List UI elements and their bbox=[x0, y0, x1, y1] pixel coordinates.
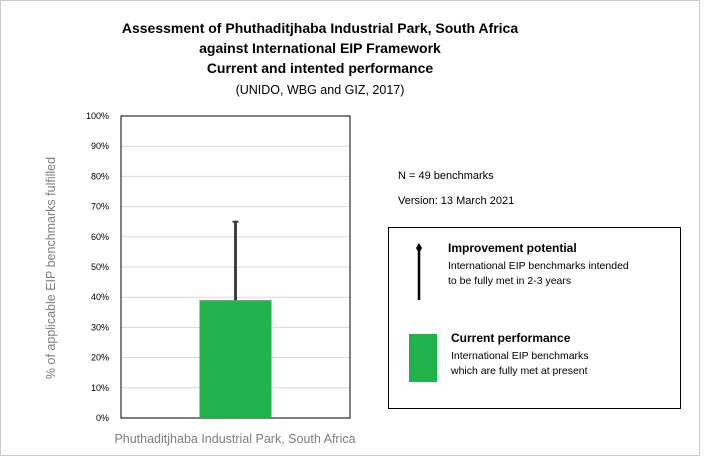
y-tick-label: 80% bbox=[91, 171, 109, 181]
legend-improvement-title: Improvement potential bbox=[448, 241, 577, 255]
legend-current-title: Current performance bbox=[451, 331, 571, 345]
y-axis-ticks: 0% 10% 20% 30% 40% 50% 60% 70% 80% 90% 100% bbox=[86, 111, 109, 423]
y-tick-label: 0% bbox=[96, 413, 109, 423]
chart-title-line-1: Assessment of Phuthaditjhaba Industrial … bbox=[121, 20, 519, 36]
legend-improvement-desc-2: to be fully met in 2-3 years bbox=[448, 275, 572, 287]
legend-current-desc-1: International EIP benchmarks bbox=[451, 350, 589, 362]
figure-frame bbox=[0, 0, 700, 456]
y-tick-label: 20% bbox=[91, 353, 109, 363]
y-tick-label: 40% bbox=[91, 292, 109, 302]
y-tick-label: 90% bbox=[91, 141, 109, 151]
chart-title-line-2: against International EIP Framework bbox=[199, 40, 441, 56]
version-note: Version: 13 March 2021 bbox=[398, 195, 515, 207]
benchmark-count-note: N = 49 benchmarks bbox=[398, 170, 494, 182]
y-tick-label: 60% bbox=[91, 232, 109, 242]
legend-box: Improvement potential International EIP … bbox=[388, 227, 681, 409]
chart-subtitle: (UNIDO, WBG and GIZ, 2017) bbox=[235, 83, 405, 97]
y-axis-label: % of applicable EIP benchmarks fulfilled bbox=[44, 157, 58, 379]
y-tick-label: 70% bbox=[91, 202, 109, 212]
bar-current-performance bbox=[199, 300, 272, 418]
bars bbox=[199, 300, 272, 418]
y-tick-label: 10% bbox=[91, 383, 109, 393]
chart-title-line-3: Current and intented performance bbox=[206, 60, 434, 76]
y-tick-label: 100% bbox=[86, 111, 109, 121]
legend-current-desc-2: which are fully met at present bbox=[451, 365, 588, 377]
improvement-potential bbox=[232, 220, 239, 301]
y-tick-label: 30% bbox=[91, 322, 109, 332]
y-tick-label: 50% bbox=[91, 262, 109, 272]
legend-current-swatch bbox=[409, 334, 437, 382]
legend-improvement-desc-1: International EIP benchmarks intended bbox=[448, 260, 629, 272]
x-category-label: Phuthaditjhaba Industrial Park, South Af… bbox=[114, 432, 355, 446]
improvement-marker-icon bbox=[416, 243, 422, 300]
